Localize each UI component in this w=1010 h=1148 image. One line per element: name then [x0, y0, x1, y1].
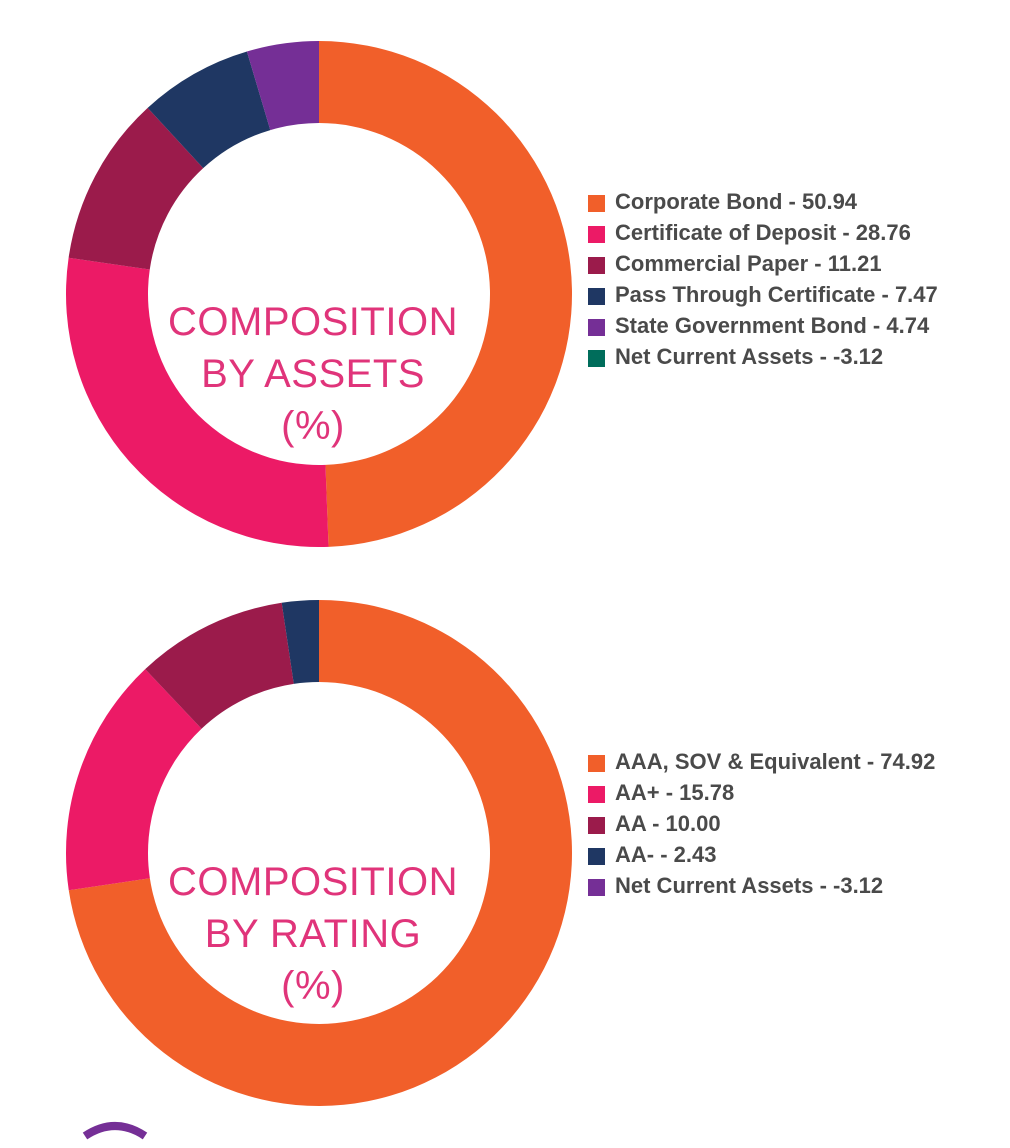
- slice-aaa-sov-equivalent: [68, 600, 572, 1106]
- legend-label: Net Current Assets - -3.12: [615, 873, 884, 898]
- legend-item: State Government Bond - 4.74: [588, 310, 938, 341]
- slice-aa-: [281, 600, 319, 684]
- legend-swatch: [588, 226, 605, 243]
- legend-item: AA- - 2.43: [588, 839, 968, 870]
- assets-legend: Corporate Bond - 50.94 Certificate of Dep…: [588, 186, 938, 372]
- legend-swatch: [588, 848, 605, 865]
- legend-swatch: [588, 288, 605, 305]
- legend-item: AA - 10.00: [588, 808, 968, 839]
- legend-label: Commercial Paper - 11.21: [615, 251, 882, 276]
- legend-item: Pass Through Certificate - 7.47: [588, 279, 938, 310]
- legend-swatch: [588, 879, 605, 896]
- legend-swatch: [588, 350, 605, 367]
- rating-title-line-1: COMPOSITION: [168, 860, 458, 904]
- slice-pass-through-certificate: [147, 51, 271, 169]
- legend-item: AAA, SOV & Equivalent - 74.92: [588, 746, 968, 777]
- assets-donut-chart: [66, 41, 573, 548]
- legend-swatch: [588, 786, 605, 803]
- legend-item: Certificate of Deposit - 28.76: [588, 217, 938, 248]
- legend-item: AA+ - 15.78: [588, 777, 968, 808]
- slice-corporate-bond: [319, 41, 573, 547]
- assets-chart-title: COMPOSITION BY ASSETS (%): [140, 296, 486, 452]
- legend-swatch: [588, 319, 605, 336]
- legend-swatch: [588, 257, 605, 274]
- legend-swatch: [588, 195, 605, 212]
- slice-aa-: [65, 669, 202, 891]
- legend-label: Corporate Bond - 50.94: [615, 189, 858, 214]
- legend-label: Certificate of Deposit - 28.76: [615, 220, 911, 245]
- rating-legend: AAA, SOV & Equivalent - 74.92 AA+ - 15.78…: [588, 746, 968, 901]
- rating-donut-chart: [65, 600, 572, 1106]
- legend-label: AA - 10.00: [615, 811, 721, 836]
- legend-item: Net Current Assets - -3.12: [588, 870, 968, 901]
- legend-label: State Government Bond - 4.74: [615, 313, 930, 338]
- legend-label: Pass Through Certificate - 7.47: [615, 282, 938, 307]
- decorative-arc: [82, 1122, 148, 1140]
- legend-label: AA- - 2.43: [615, 842, 717, 867]
- slice-commercial-paper: [68, 107, 204, 270]
- legend-item: Net Current Assets - -3.12: [588, 341, 938, 372]
- slice-state-government-bond: [246, 41, 319, 131]
- legend-label: AAA, SOV & Equivalent - 74.92: [615, 749, 936, 774]
- legend-label: Net Current Assets - -3.12: [615, 344, 884, 369]
- rating-chart-title: COMPOSITION BY RATING (%): [140, 856, 486, 1012]
- legend-swatch: [588, 755, 605, 772]
- assets-title-line-1: COMPOSITION: [168, 300, 458, 344]
- assets-title-line-2: BY ASSETS: [201, 352, 425, 396]
- legend-item: Corporate Bond - 50.94: [588, 186, 938, 217]
- slice-aa: [145, 602, 294, 729]
- assets-title-line-3: (%): [281, 404, 345, 448]
- slice-certificate-of-deposit: [66, 257, 329, 548]
- rating-title-line-3: (%): [281, 964, 345, 1008]
- rating-title-line-2: BY RATING: [204, 912, 422, 956]
- legend-item: Commercial Paper - 11.21: [588, 248, 938, 279]
- legend-swatch: [588, 817, 605, 834]
- legend-label: AA+ - 15.78: [615, 780, 735, 805]
